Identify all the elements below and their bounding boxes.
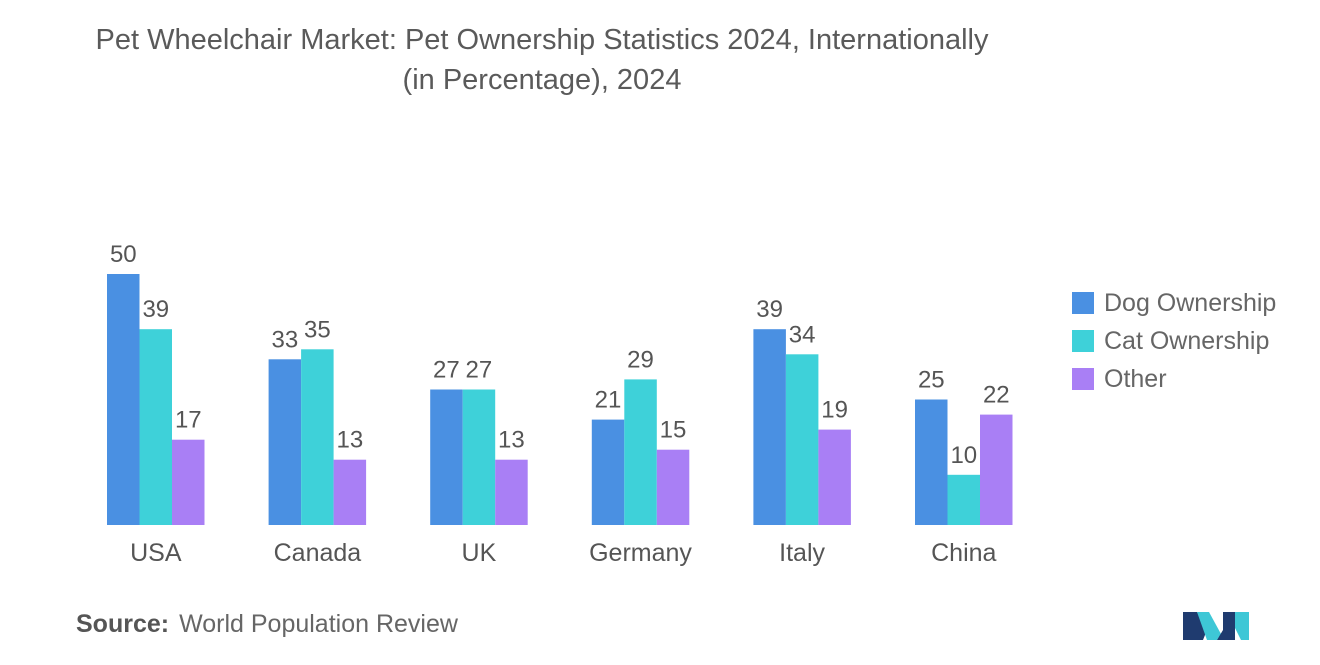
chart-title: Pet Wheelchair Market: Pet Ownership Sta… [30,20,1054,100]
legend-label-dog: Dog Ownership [1104,288,1277,317]
bar-uk-dog-ownership[interactable] [430,389,463,526]
chart-title-line-2: (in Percentage), 2024 [402,64,682,96]
source-note: Source: World Population Review [76,610,458,639]
data-label-china-dog-ownership: 25 [918,367,945,394]
data-label-canada-dog-ownership: 33 [272,326,299,353]
data-label-usa-other: 17 [175,407,202,434]
x-tick-label-italy: Italy [779,539,825,567]
bar-italy-dog-ownership[interactable] [753,329,786,525]
data-label-italy-cat-ownership: 34 [789,321,816,348]
data-label-uk-other: 13 [498,427,525,454]
data-label-canada-other: 13 [337,427,364,454]
data-label-italy-other: 19 [821,397,848,424]
data-label-germany-cat-ownership: 29 [627,346,654,373]
x-tick-label-germany: Germany [589,539,692,567]
legend-swatch-dog [1072,292,1094,314]
bar-canada-cat-ownership[interactable] [301,349,334,525]
data-label-usa-dog-ownership: 50 [110,241,137,268]
bar-china-other[interactable] [980,414,1013,525]
data-label-italy-dog-ownership: 39 [756,296,783,323]
data-label-china-cat-ownership: 10 [950,442,977,469]
bar-germany-cat-ownership[interactable] [624,379,657,525]
source-label: Source: [76,610,170,638]
bar-italy-other[interactable] [818,429,851,525]
x-tick-label-china: China [931,539,996,567]
legend-item-other[interactable]: Other [1072,360,1276,398]
data-label-usa-cat-ownership: 39 [142,296,169,323]
mordor-logo-icon [1183,612,1249,640]
x-tick-label-canada: Canada [274,539,362,567]
data-label-canada-cat-ownership: 35 [304,316,331,343]
bar-germany-other[interactable] [656,449,690,525]
bar-canada-dog-ownership[interactable] [268,359,302,525]
legend-item-cat[interactable]: Cat Ownership [1072,322,1276,360]
data-label-uk-dog-ownership: 27 [433,357,460,384]
bar-usa-dog-ownership[interactable] [107,274,140,525]
x-tick-label-usa: USA [130,539,182,567]
bar-uk-cat-ownership[interactable] [462,389,496,526]
bar-usa-cat-ownership[interactable] [139,329,173,525]
data-label-china-other: 22 [983,382,1010,409]
chart-legend: Dog Ownership Cat Ownership Other [1072,284,1276,398]
legend-swatch-cat [1072,330,1094,352]
bar-usa-other[interactable] [172,439,205,525]
legend-label-other: Other [1104,364,1167,393]
data-label-germany-dog-ownership: 21 [595,387,622,414]
bar-uk-other[interactable] [495,459,528,525]
legend-item-dog[interactable]: Dog Ownership [1072,284,1276,322]
bar-canada-other[interactable] [333,459,367,525]
bar-italy-cat-ownership[interactable] [785,354,819,525]
data-label-uk-cat-ownership: 27 [466,357,493,384]
legend-swatch-other [1072,368,1094,390]
bar-germany-dog-ownership[interactable] [591,419,625,525]
x-tick-label-uk: UK [462,539,497,567]
bar-china-dog-ownership[interactable] [915,399,948,526]
source-text: World Population Review [179,610,458,638]
data-label-germany-other: 15 [660,417,687,444]
bar-china-cat-ownership[interactable] [947,474,981,525]
chart-title-line-1: Pet Wheelchair Market: Pet Ownership Sta… [95,24,989,56]
legend-label-cat: Cat Ownership [1104,326,1270,355]
